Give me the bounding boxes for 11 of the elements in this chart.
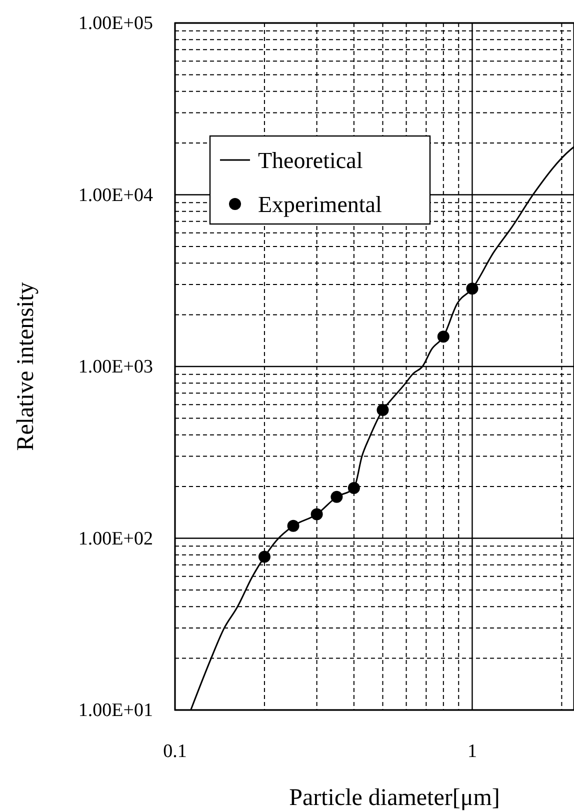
legend-label: Experimental	[258, 192, 382, 217]
y-tick-label: 1.00E+03	[78, 356, 153, 378]
y-tick-label: 1.00E+05	[78, 13, 153, 34]
x-tick-label: 1	[467, 741, 477, 762]
x-axis-title: Particle diameter[μm]	[289, 785, 500, 811]
legend-label: Theoretical	[258, 148, 363, 173]
y-tick-label: 1.00E+01	[78, 700, 153, 721]
y-axis-title: Relative intensity	[13, 282, 39, 451]
y-tick-label: 1.00E+04	[78, 184, 154, 206]
y-tick-label: 1.00E+02	[78, 528, 153, 550]
x-tick-label: 0.1	[163, 741, 187, 762]
